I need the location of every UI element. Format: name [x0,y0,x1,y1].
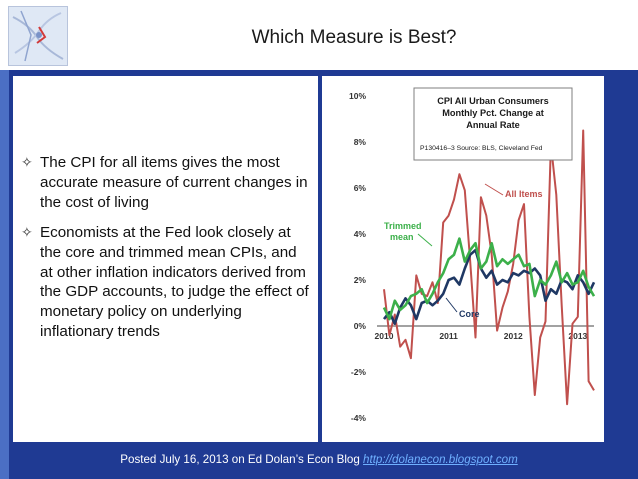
bullet-text: Economists at the Fed look closely at th… [40,224,309,340]
bullet-item: ✧ Economists at the Fed look closely at … [21,223,313,342]
chart-subtitle: P130416–3 Source: BLS, Cleveland Fed [420,145,543,152]
star-bullet-icon: ✧ [21,224,33,240]
y-tick-label: 0% [354,321,367,331]
annotations: All Items Trimmed mean Core [384,183,543,319]
y-tick-label: 10% [349,91,366,101]
x-tick-label: 2013 [568,331,587,341]
slide-title: Which Measure is Best? [251,27,457,48]
y-tick-label: 4% [354,229,367,239]
cpi-chart: 10% 8% 6% 4% 2% 0% -2% -4% 2010 2011 2012 2013 CPI… [349,87,596,423]
bullet-text: The CPI for all items gives the most acc… [40,154,308,211]
x-axis-labels: 2010 2011 2012 2013 [375,331,588,341]
bullet-panel: ✧ The CPI for all items gives the most a… [13,76,318,442]
chart-title-frame [413,87,573,161]
y-axis-labels: 10% 8% 6% 4% 2% 0% -2% -4% [349,91,366,423]
footer: Posted July 16, 2013 on Ed Dolan’s Econ … [0,453,638,466]
footer-text: Posted July 16, 2013 on Ed Dolan’s Econ … [120,453,364,466]
title-bar: Which Measure is Best? [0,0,638,70]
series-line-all-items [383,129,595,406]
annotation-all-items: All Items [505,189,543,199]
annotation-trimmed-mean: Trimmed mean [384,221,422,242]
annotation-trimmed-mean-arrow [417,233,433,247]
y-tick-label: 2% [354,275,367,285]
x-tick-label: 2011 [439,331,458,341]
annotation-core-arrow [445,297,458,313]
annotation-core: Core [459,309,480,319]
annotation-all-items-arrow [484,183,504,196]
y-tick-label: 8% [354,137,367,147]
blog-link[interactable]: http://dolanecon.blogspot.com [363,453,518,466]
logo-image [8,6,68,66]
x-tick-label: 2010 [375,331,394,341]
series-line-trimmed-mean [382,237,596,321]
series-line-core [382,248,596,325]
chart-panel: 10% 8% 6% 4% 2% 0% -2% -4% 2010 2011 2012 2013 CPI… [322,76,604,442]
bullet-item: ✧ The CPI for all items gives the most a… [21,153,313,212]
logo-map-icon [9,7,67,65]
y-tick-label: -4% [351,413,367,423]
y-tick-label: 6% [354,183,367,193]
series-layer [382,129,596,406]
chart-title-line: CPI All Urban Consumers Monthly Pct. Chan… [437,96,548,130]
chart-title-box: CPI All Urban Consumers Monthly Pct. Chan… [413,87,573,161]
y-tick-label: -2% [351,367,367,377]
decorative-strip [0,70,9,479]
x-tick-label: 2012 [504,331,523,341]
star-bullet-icon: ✧ [21,154,33,170]
